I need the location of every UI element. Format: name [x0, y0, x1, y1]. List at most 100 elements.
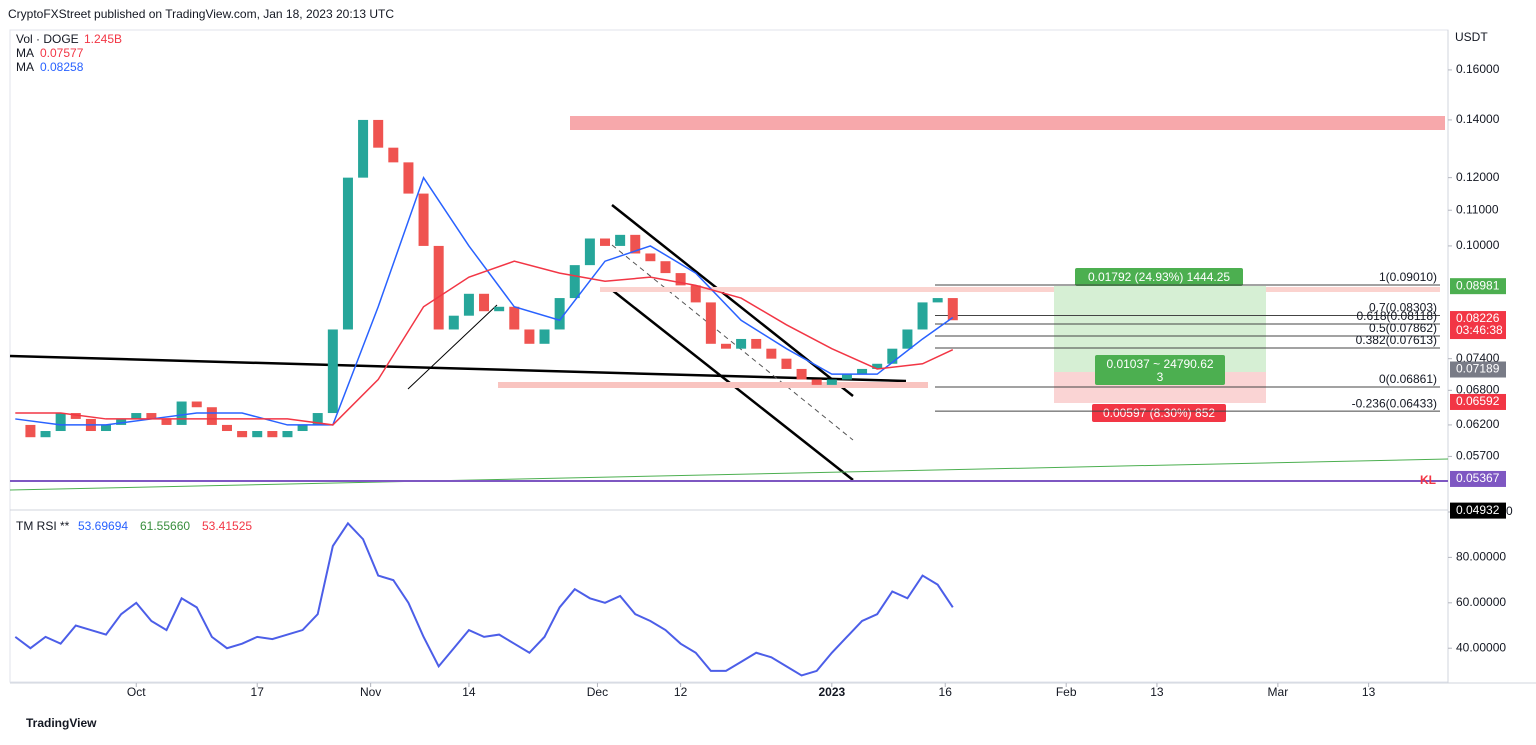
x-tick-label: Feb — [1056, 685, 1077, 699]
candle — [342, 177, 353, 330]
candle — [433, 245, 444, 330]
candle — [463, 293, 474, 316]
price-badge-label: 0.06592 — [1456, 394, 1500, 408]
candle — [872, 363, 883, 369]
candle — [418, 193, 429, 246]
legend-value: 0.08258 — [40, 60, 84, 74]
candle — [645, 253, 656, 262]
x-tick-label: Nov — [360, 685, 381, 699]
rsi-reading: 53.69694 — [78, 519, 128, 533]
y-tick-label: 0.12000 — [1456, 170, 1500, 184]
legend-name: MA — [16, 46, 34, 60]
candle — [101, 424, 112, 432]
candle — [509, 306, 520, 330]
candle — [554, 298, 565, 330]
candle — [811, 379, 822, 385]
candle — [630, 234, 641, 254]
price-badge-label: 0.08226 — [1456, 311, 1500, 325]
rsi-name: TM RSI ** — [16, 519, 70, 533]
moving-average — [15, 175, 954, 426]
candle — [902, 329, 913, 349]
legend-name: Vol · DOGE — [16, 32, 79, 46]
header: CryptoFXStreet published on TradingView.… — [8, 7, 394, 21]
x-tick-label: Dec — [587, 685, 608, 699]
thin-trend — [407, 304, 498, 390]
candle — [161, 418, 172, 425]
candle — [917, 302, 928, 330]
middle-label: 0.01037 ~ 24790.62 — [1106, 357, 1213, 371]
price-badge-label: 0.07189 — [1456, 362, 1500, 376]
fib-label: 0.618(0.08118) — [1356, 309, 1437, 323]
candle — [388, 147, 399, 163]
target-box — [1075, 268, 1243, 286]
candle — [70, 413, 81, 419]
x-tick-label: Mar — [1268, 685, 1289, 699]
middle-box — [1095, 355, 1225, 385]
x-tick-label: 13 — [1150, 685, 1164, 699]
candle — [358, 119, 369, 178]
support-zone — [498, 382, 928, 388]
price-badge — [1450, 278, 1506, 295]
candle — [252, 431, 263, 438]
price-badge — [1450, 311, 1506, 340]
candle — [25, 424, 36, 438]
legend-value: 1.245B — [84, 32, 122, 46]
y-tick-label: 0.06800 — [1456, 383, 1500, 397]
candle — [116, 418, 127, 425]
trend-lines — [9, 204, 907, 481]
candle — [191, 401, 202, 408]
candle — [705, 302, 716, 344]
candle — [600, 238, 611, 246]
y-tick-label: 0.06200 — [1456, 417, 1500, 431]
resistance-zone — [570, 116, 1445, 130]
candle — [569, 265, 580, 299]
legend-value: 0.07577 — [40, 46, 84, 60]
candle — [221, 424, 232, 432]
fib-label: 1(0.09010) — [1379, 270, 1437, 284]
rsi-tick-label: 60.00000 — [1456, 595, 1506, 609]
x-tick-label: 14 — [462, 685, 476, 699]
footer: TradingView — [26, 716, 97, 730]
candle — [796, 368, 807, 380]
rsi-line — [14, 521, 954, 677]
support-line — [9, 458, 1449, 491]
y-tick-label: 0.14000 — [1456, 112, 1500, 126]
zone — [600, 287, 1440, 292]
fib-label: -0.236(0.06433) — [1352, 396, 1437, 410]
price-badge-sub: 03:46:38 — [1456, 323, 1503, 337]
candle — [615, 234, 626, 246]
dashed-trend — [611, 244, 854, 441]
price-badge-label: 0.04932 — [1456, 503, 1500, 517]
stop-label: 0.00597 (8.30%) 852 — [1103, 406, 1215, 420]
candle — [857, 368, 868, 375]
candle — [539, 329, 550, 344]
candle — [40, 431, 51, 438]
candle — [766, 348, 777, 359]
fib-label: 0.7(0.08303) — [1369, 301, 1437, 315]
candle — [55, 413, 66, 432]
y-tick-label: 0.11000 — [1456, 202, 1499, 216]
fib-label: 0(0.06861) — [1379, 372, 1437, 386]
middle-sub: 3 — [1157, 370, 1164, 384]
moving-average — [15, 260, 954, 426]
rsi-reading: 61.55660 — [140, 519, 190, 533]
candle — [736, 338, 747, 349]
price-badge — [1450, 393, 1506, 410]
candle — [146, 413, 157, 419]
price-badge-label: 0.08981 — [1456, 278, 1500, 292]
target-label: 0.01792 (24.93%) 1444.25 — [1088, 270, 1230, 284]
stop-box — [1092, 404, 1226, 422]
candle — [524, 329, 535, 344]
rsi-tick-label: 40.00000 — [1456, 640, 1506, 654]
rsi-reading: 53.41525 — [202, 519, 252, 533]
candle — [720, 343, 731, 349]
y-tick-label: 0.07400 — [1456, 351, 1500, 365]
candle — [297, 424, 308, 432]
x-tick-label: 12 — [674, 685, 688, 699]
x-tick-label: 16 — [939, 685, 953, 699]
candle — [312, 413, 323, 425]
x-tick-label: 2023 — [818, 685, 845, 699]
price-badge — [1450, 470, 1506, 487]
candle — [690, 285, 701, 303]
candle — [206, 407, 217, 425]
